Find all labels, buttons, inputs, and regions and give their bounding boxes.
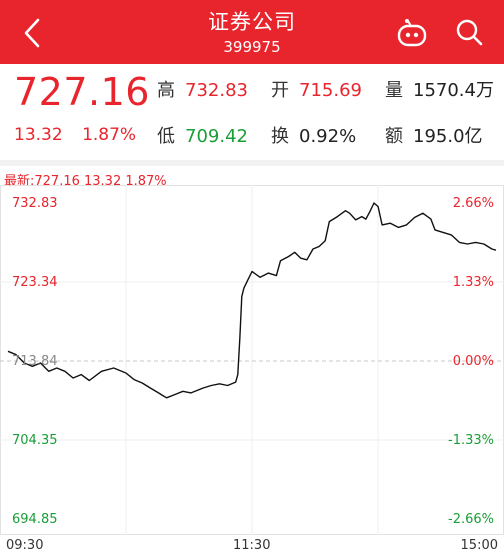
x-axis-tick: 09:30	[6, 538, 44, 553]
change-percent: 1.87%	[82, 125, 137, 145]
change-value: 13.32	[14, 125, 63, 145]
section-divider	[0, 160, 504, 166]
app-header: 证券公司 399975	[0, 0, 504, 64]
y-right-tick: -1.33%	[448, 433, 494, 448]
price-line	[7, 202, 497, 399]
y-left-tick: 732.83	[12, 196, 58, 211]
open-value: 715.69	[299, 80, 362, 101]
chevron-left-icon[interactable]	[18, 16, 46, 50]
volume-value: 1570.4万	[413, 80, 494, 101]
turnover-label: 换	[271, 126, 289, 147]
volume-label: 量	[385, 80, 403, 101]
y-right-tick: 0.00%	[453, 354, 494, 369]
y-left-tick: 694.85	[12, 512, 58, 527]
amount-stat: 额 195.0亿	[385, 122, 483, 148]
amount-label: 额	[385, 126, 403, 147]
y-right-tick: -2.66%	[448, 512, 494, 527]
open-stat: 开 715.69	[271, 76, 362, 102]
high-stat: 高 732.83	[157, 76, 248, 102]
y-right-tick: 1.33%	[453, 275, 494, 290]
page-title: 证券公司	[208, 10, 296, 34]
high-value: 732.83	[185, 80, 248, 101]
y-left-tick: 723.34	[12, 275, 58, 290]
low-stat: 低 709.42	[157, 122, 248, 148]
robot-assistant-icon[interactable]	[396, 18, 428, 48]
high-label: 高	[157, 80, 175, 101]
y-left-tick: 713.84	[12, 354, 58, 369]
quote-panel: 727.16 13.32 1.87% 高 732.83 开 715.69 量 1570…	[0, 64, 504, 160]
y-left-tick: 704.35	[12, 433, 58, 448]
x-axis-tick: 11:30	[233, 538, 271, 553]
x-axis-labels: 09:30 11:30 15:00	[0, 538, 504, 558]
index-code: 399975	[223, 38, 281, 56]
x-axis-tick: 15:00	[460, 538, 498, 553]
amount-value: 195.0亿	[413, 126, 483, 147]
low-label: 低	[157, 126, 175, 147]
open-label: 开	[271, 80, 289, 101]
low-value: 709.42	[185, 126, 248, 147]
turnover-value: 0.92%	[299, 126, 357, 147]
y-right-tick: 2.66%	[453, 196, 494, 211]
volume-stat: 量 1570.4万	[385, 76, 494, 102]
search-icon[interactable]	[454, 17, 484, 47]
intraday-chart[interactable]: 732.83 723.34 713.84 704.35 694.85 2.66% 1.33%…	[0, 185, 504, 535]
turnover-stat: 换 0.92%	[271, 122, 356, 148]
price-change: 13.32 1.87%	[14, 125, 136, 145]
current-price: 727.16	[14, 70, 150, 114]
